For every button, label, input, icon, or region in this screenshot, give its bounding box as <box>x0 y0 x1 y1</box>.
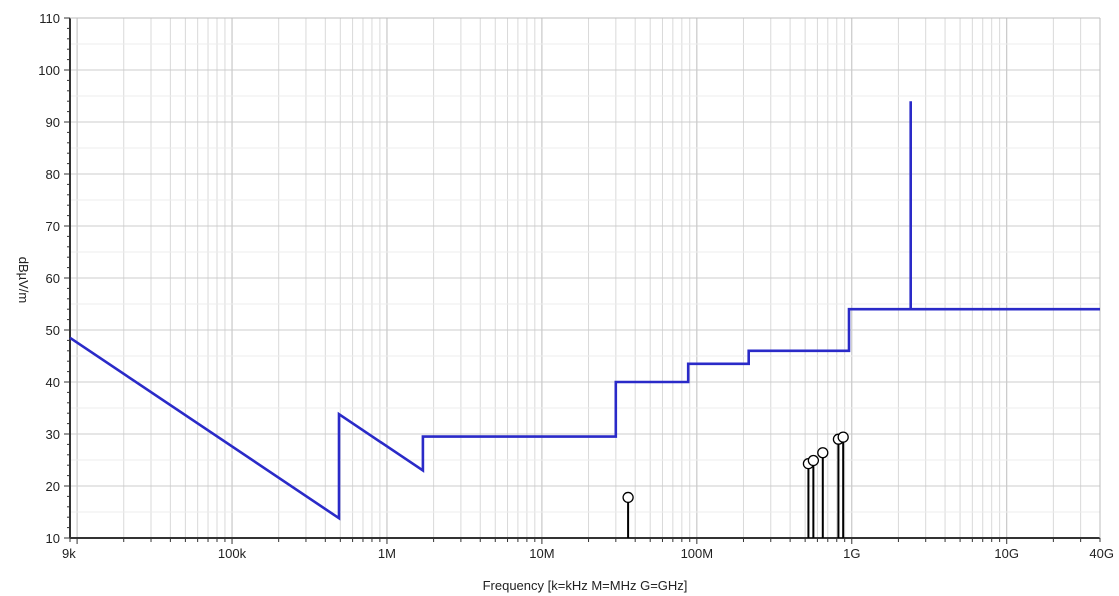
peak-marker <box>837 431 849 443</box>
x-axis-title: Frequency [k=kHz M=MHz G=GHz] <box>483 578 688 593</box>
y-tick-label: 70 <box>46 219 60 234</box>
y-tick-label: 100 <box>38 63 60 78</box>
limit-line <box>69 101 1100 521</box>
x-tick-label: 100k <box>218 546 247 561</box>
y-axis-title: dBµV/m <box>16 257 31 304</box>
y-tick-label: 110 <box>39 11 60 26</box>
x-tick-label: 10G <box>994 546 1019 561</box>
peak-marker <box>807 454 820 467</box>
series-layer <box>69 101 1100 538</box>
x-tick-label: 1M <box>378 546 396 561</box>
peak-marker <box>622 491 634 504</box>
y-tick-label: 50 <box>46 323 60 338</box>
x-axis-ticks: 9k 100k 1M 10M 100M 1G 10G 40G <box>62 546 1114 561</box>
x-tick-label: 10M <box>529 546 554 561</box>
x-tick-label: 9k <box>62 546 76 561</box>
y-tick-label: 90 <box>46 115 60 130</box>
x-tick-label: 100M <box>681 546 714 561</box>
y-axis-ticks: 10 20 30 40 50 60 70 80 90 100 110 <box>38 11 60 546</box>
y-tick-label: 60 <box>46 271 60 286</box>
x-tick-label: 1G <box>843 546 860 561</box>
peak-marker <box>817 447 829 459</box>
plot-frame <box>64 17 1101 544</box>
y-tick-label: 30 <box>46 427 60 442</box>
y-tick-label: 40 <box>46 375 60 390</box>
grid <box>70 17 1100 539</box>
x-tick-label: 40G <box>1089 546 1114 561</box>
y-tick-label: 10 <box>46 531 60 546</box>
y-tick-label: 20 <box>46 479 60 494</box>
y-tick-label: 80 <box>46 167 60 182</box>
